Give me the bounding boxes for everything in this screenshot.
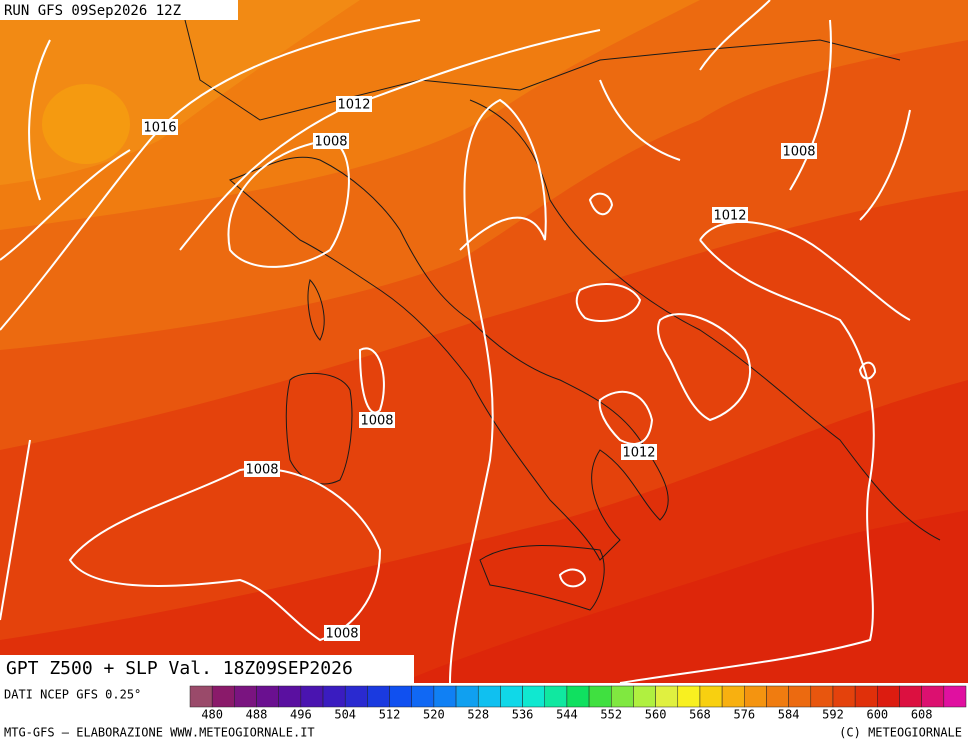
colorbar-label: 560 (645, 708, 667, 722)
band (400, 510, 968, 683)
colorbar-swatch (655, 685, 679, 708)
data-source: DATI NCEP GFS 0.25° (4, 688, 141, 702)
colorbar-swatch (278, 685, 302, 708)
colorbar-swatch (721, 685, 745, 708)
colorbar-swatch (899, 685, 922, 708)
isobar-label: 1012 (713, 209, 746, 224)
band (42, 84, 130, 164)
colorbar-label: 488 (246, 708, 268, 722)
isobar-label-box (621, 444, 657, 460)
title-box (0, 655, 414, 683)
colorbar-swatch (677, 685, 701, 708)
colorbar-label: 584 (778, 708, 800, 722)
colorbar-swatch (788, 685, 812, 708)
colorbar-swatch (522, 685, 545, 708)
isobar-label-box (359, 412, 395, 428)
isobar-label: 1008 (314, 135, 347, 150)
colorbar-label: 512 (379, 708, 401, 722)
colorbar-swatch (854, 685, 878, 708)
credit: MTG-GFS — ELABORAZIONE WWW.METEOGIORNALE… (4, 726, 315, 740)
isobar-label-box (313, 133, 349, 149)
colorbar-swatch (810, 685, 834, 708)
colorbar-label: 608 (911, 708, 933, 722)
colorbar-swatch (344, 685, 368, 708)
colorbar-label: 552 (600, 708, 622, 722)
isobar-label: 1012 (337, 98, 370, 113)
colorbar-label: 496 (290, 708, 312, 722)
isobars (0, 0, 911, 684)
colorbar-label: 536 (512, 708, 534, 722)
colorbar-label: 480 (201, 708, 223, 722)
isobar-label: 1016 (143, 121, 176, 136)
map-title: GPT Z500 + SLP Val. 18Z09SEP2026 (6, 658, 353, 679)
colorbar-swatch (921, 685, 945, 708)
colorbar-swatch (699, 685, 723, 708)
colorbar-swatch (544, 685, 568, 708)
colorbar-swatch (588, 685, 612, 708)
colorbar-swatch (877, 685, 900, 708)
copyright: (C) METEOGIORNALE (839, 726, 962, 740)
colorbar-swatch (500, 685, 523, 708)
colorbar-label: 528 (467, 708, 489, 722)
run-label: RUN GFS 09Sep2026 12Z (4, 3, 181, 19)
isobar-label: 1008 (782, 145, 815, 160)
colorbar-label: 576 (733, 708, 755, 722)
colorbar-swatch (744, 685, 767, 708)
colorbar-swatch (389, 685, 412, 708)
isobar-label-box (244, 461, 280, 477)
colorbar-swatch (189, 685, 213, 708)
colorbar-swatch (411, 685, 435, 708)
isobar-label: 1012 (622, 446, 655, 461)
isobar-label-box (336, 96, 372, 112)
colorbar-swatch (766, 685, 789, 708)
colorbar-swatch (211, 685, 235, 708)
colorbar-swatch (832, 685, 856, 708)
colorbar-label: 504 (334, 708, 356, 722)
isobar-label: 1008 (245, 463, 278, 478)
isobar-label-box (781, 143, 817, 159)
colorbar-swatch (234, 685, 257, 708)
colorbar-label: 544 (556, 708, 578, 722)
colorbar-label: 600 (866, 708, 888, 722)
colorbar-swatch (433, 685, 457, 708)
colorbar-swatch (256, 685, 279, 708)
colorbar-swatch (633, 685, 656, 708)
colorbar-label: 568 (689, 708, 711, 722)
colorbar-swatch (300, 685, 324, 708)
colorbar-label: 592 (822, 708, 844, 722)
colorbar-label: 520 (423, 708, 445, 722)
colorbar-swatch (455, 685, 479, 708)
header-box (0, 0, 238, 20)
isobar-label-box (324, 625, 360, 641)
isobar-label-box (712, 207, 748, 223)
colorbar-swatch (943, 685, 967, 708)
isobar-label: 1008 (325, 627, 358, 642)
colorbar-swatch (367, 685, 390, 708)
isobar-label-box (142, 119, 178, 135)
colorbar-swatch (477, 685, 501, 708)
colorbar-swatch (611, 685, 634, 708)
colorbar-swatch (566, 685, 590, 708)
colorbar-swatch (322, 685, 346, 708)
isobar-label: 1008 (360, 414, 393, 429)
